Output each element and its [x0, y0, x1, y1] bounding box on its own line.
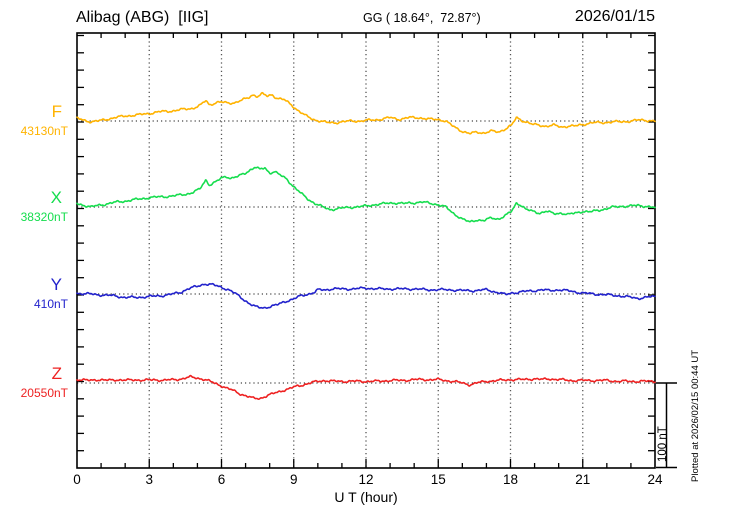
x-tick-label: 0: [73, 472, 81, 487]
geographic-coords: GG ( 18.64°, 72.87°): [363, 11, 481, 25]
scale-bar-label: 100 nT: [657, 426, 669, 462]
x-tick-label: 9: [289, 472, 298, 487]
x-tick-label: 18: [502, 472, 519, 487]
channel-label-y: Y: [50, 275, 62, 294]
station-title: Alibag (ABG) [IIG]: [76, 9, 209, 26]
channel-baseline-x: 38320nT: [20, 210, 68, 224]
channel-baseline-y: 410nT: [33, 297, 68, 311]
x-tick-label: 6: [217, 472, 226, 487]
x-tick-label: 24: [647, 472, 663, 487]
x-tick-label: 3: [145, 472, 153, 487]
x-tick-label: 21: [575, 472, 591, 487]
x-axis-label: U T (hour): [334, 489, 398, 505]
channel-label-z: Z: [51, 364, 62, 383]
channel-baseline-f: 43130nT: [20, 124, 68, 138]
channel-baseline-z: 20550nT: [20, 386, 68, 400]
plot-date: 2026/01/15: [574, 8, 655, 25]
channel-label-x: X: [50, 188, 62, 207]
x-tick-label: 12: [358, 472, 374, 487]
x-tick-label: 15: [430, 472, 446, 487]
channel-label-f: F: [51, 102, 62, 121]
plotted-at-note: Plotted at 2026/02/15 00:44 UT: [690, 349, 701, 482]
